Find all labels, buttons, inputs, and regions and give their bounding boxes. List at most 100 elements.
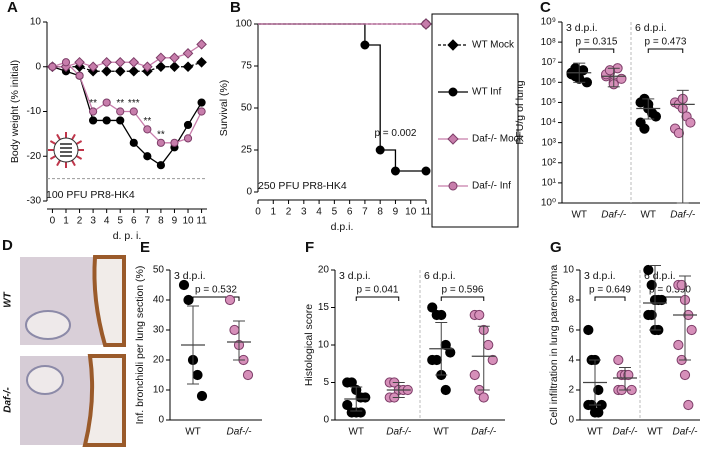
- marker: [360, 392, 371, 403]
- x-axis-label: d.p.i.: [331, 221, 354, 233]
- section-label: 6 d.p.i.: [635, 22, 667, 34]
- y-tick-label: 10⁸: [541, 37, 556, 48]
- vessel: [25, 310, 71, 340]
- p-value: p = 0.532: [195, 285, 237, 296]
- marker: [128, 65, 140, 77]
- series-line: [258, 23, 426, 172]
- significance: **: [116, 98, 124, 109]
- row-label: Daf-/-: [3, 387, 14, 413]
- marker: [445, 347, 456, 358]
- marker: [128, 56, 140, 68]
- y-tick-label: 40: [153, 295, 165, 306]
- marker: [448, 181, 458, 191]
- marker: [75, 71, 84, 80]
- panel-letter: C: [540, 0, 551, 16]
- panel-letter: G: [550, 239, 562, 256]
- x-tick-label: 5: [332, 207, 338, 218]
- marker: [116, 107, 125, 116]
- marker: [447, 39, 459, 51]
- marker: [143, 125, 152, 134]
- y-axis-label: Histological score: [303, 304, 315, 386]
- marker: [420, 18, 432, 30]
- marker: [129, 138, 138, 147]
- y-axis-label: Body weight (% initial): [9, 60, 21, 163]
- section-label: 3 d.p.i.: [584, 270, 616, 282]
- virus-spike: [75, 140, 83, 145]
- marker: [169, 52, 180, 64]
- y-tick-label: 75: [241, 61, 253, 72]
- marker: [114, 65, 126, 77]
- marker: [155, 52, 167, 64]
- x-tick-label: 4: [104, 216, 110, 227]
- x-tick-label: Daf-/-: [386, 427, 412, 438]
- marker: [436, 309, 447, 321]
- x-tick-label: 0: [255, 207, 261, 218]
- y-tick-label: 10: [563, 265, 575, 276]
- x-tick-label: 1: [270, 207, 276, 218]
- marker: [623, 369, 634, 381]
- y-tick-label: -20: [27, 151, 42, 162]
- panel-letter: E: [140, 239, 150, 256]
- x-tick-label: 6: [347, 207, 353, 218]
- marker: [143, 152, 152, 161]
- y-tick-label: -10: [27, 106, 42, 117]
- x-tick-label: 7: [362, 207, 368, 218]
- y-tick-label: -30: [27, 196, 42, 207]
- marker: [192, 369, 203, 381]
- virus-spike: [75, 155, 83, 160]
- legend-label: WT Mock: [472, 40, 515, 51]
- marker: [469, 369, 480, 381]
- marker: [447, 133, 459, 145]
- virus-spike: [56, 133, 61, 141]
- y-tick-label: 10⁰: [541, 198, 556, 209]
- y-tick-label: 8: [568, 295, 574, 306]
- marker: [487, 354, 498, 366]
- x-tick-label: Daf-/-: [673, 427, 699, 438]
- series-line: [52, 43, 202, 68]
- marker: [48, 62, 57, 71]
- virus-spike: [49, 140, 57, 145]
- row-label: WT: [3, 291, 14, 307]
- section-label: 6 d.p.i.: [424, 270, 456, 282]
- marker: [196, 39, 207, 50]
- marker: [142, 61, 153, 73]
- bracket: [355, 296, 400, 301]
- p-value: p = 0.041: [357, 285, 399, 296]
- marker: [101, 56, 112, 68]
- marker: [197, 107, 206, 116]
- y-tick-label: 10: [153, 385, 165, 396]
- bracket: [578, 48, 615, 53]
- legend-label: WT Inf: [472, 87, 501, 98]
- marker: [61, 58, 71, 67]
- significance: ***: [128, 98, 140, 109]
- x-tick-label: WT: [587, 427, 603, 438]
- y-tick-label: 0: [323, 415, 329, 426]
- virus-body: [53, 137, 79, 163]
- marker: [676, 279, 687, 291]
- significance: **: [143, 116, 151, 127]
- marker: [114, 56, 126, 68]
- marker: [116, 116, 125, 125]
- y-tick-label: 10²: [542, 157, 557, 168]
- legend-label: Daf-/- Inf: [472, 181, 511, 192]
- x-tick-label: 11: [421, 207, 432, 218]
- marker: [643, 264, 654, 276]
- marker: [431, 354, 442, 366]
- y-tick-label: 100: [235, 19, 252, 30]
- x-tick-label: Daf-/-: [471, 427, 497, 438]
- marker: [355, 407, 366, 418]
- marker: [673, 127, 685, 139]
- marker: [613, 354, 624, 366]
- marker: [483, 339, 494, 351]
- marker: [390, 166, 400, 176]
- marker: [101, 65, 112, 77]
- virus-spike: [71, 159, 76, 167]
- x-tick-label: 5: [117, 216, 123, 227]
- p-value: p = 0.473: [645, 37, 687, 48]
- marker: [242, 369, 254, 381]
- x-tick-label: 3: [301, 207, 307, 218]
- marker: [178, 279, 190, 291]
- x-tick-label: 6: [131, 216, 137, 227]
- panel-letter: F: [305, 239, 314, 256]
- x-tick-label: 8: [158, 216, 164, 227]
